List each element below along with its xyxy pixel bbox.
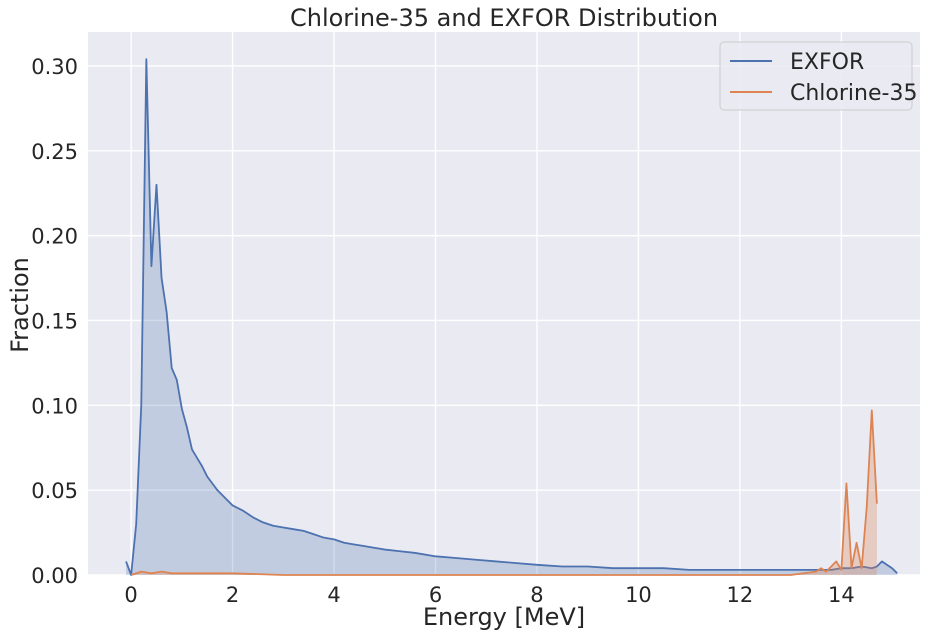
x-tick-label: 6 bbox=[429, 583, 442, 607]
y-tick-label: 0.05 bbox=[31, 479, 78, 503]
y-tick-label: 0.15 bbox=[31, 309, 78, 333]
legend: EXFOR Chlorine-35 bbox=[719, 41, 917, 111]
x-tick-label: 0 bbox=[124, 583, 137, 607]
y-axis-label: Fraction bbox=[6, 257, 34, 353]
x-tick-label: 12 bbox=[727, 583, 754, 607]
chlorine-35-line bbox=[130, 409, 878, 576]
exfor-line bbox=[125, 58, 898, 576]
x-tick-label: 2 bbox=[226, 583, 239, 607]
exfor-area bbox=[126, 59, 898, 575]
y-tick-label: 0.00 bbox=[31, 564, 78, 588]
y-tick-label: 0.30 bbox=[31, 55, 78, 79]
y-tick-label: 0.10 bbox=[31, 394, 78, 418]
y-tick-label: 0.20 bbox=[31, 225, 78, 249]
y-axis: 0.00 0.05 0.10 0.15 0.20 0.25 0.30 bbox=[31, 55, 78, 588]
x-tick-label: 4 bbox=[327, 583, 340, 607]
x-tick-label: 14 bbox=[828, 583, 855, 607]
x-axis: 0 2 4 6 8 10 12 14 bbox=[124, 583, 854, 607]
x-tick-label: 10 bbox=[625, 583, 652, 607]
y-tick-label: 0.25 bbox=[31, 140, 78, 164]
x-tick-label: 8 bbox=[530, 583, 543, 607]
plot-area bbox=[88, 32, 920, 575]
grid bbox=[88, 32, 920, 576]
legend-label-exfor: EXFOR bbox=[790, 50, 864, 75]
chart-title: Chlorine-35 and EXFOR Distribution bbox=[290, 4, 718, 32]
series-layer bbox=[125, 58, 898, 576]
x-axis-label: Energy [MeV] bbox=[423, 603, 585, 631]
legend-label-chlorine-35: Chlorine-35 bbox=[790, 81, 917, 106]
